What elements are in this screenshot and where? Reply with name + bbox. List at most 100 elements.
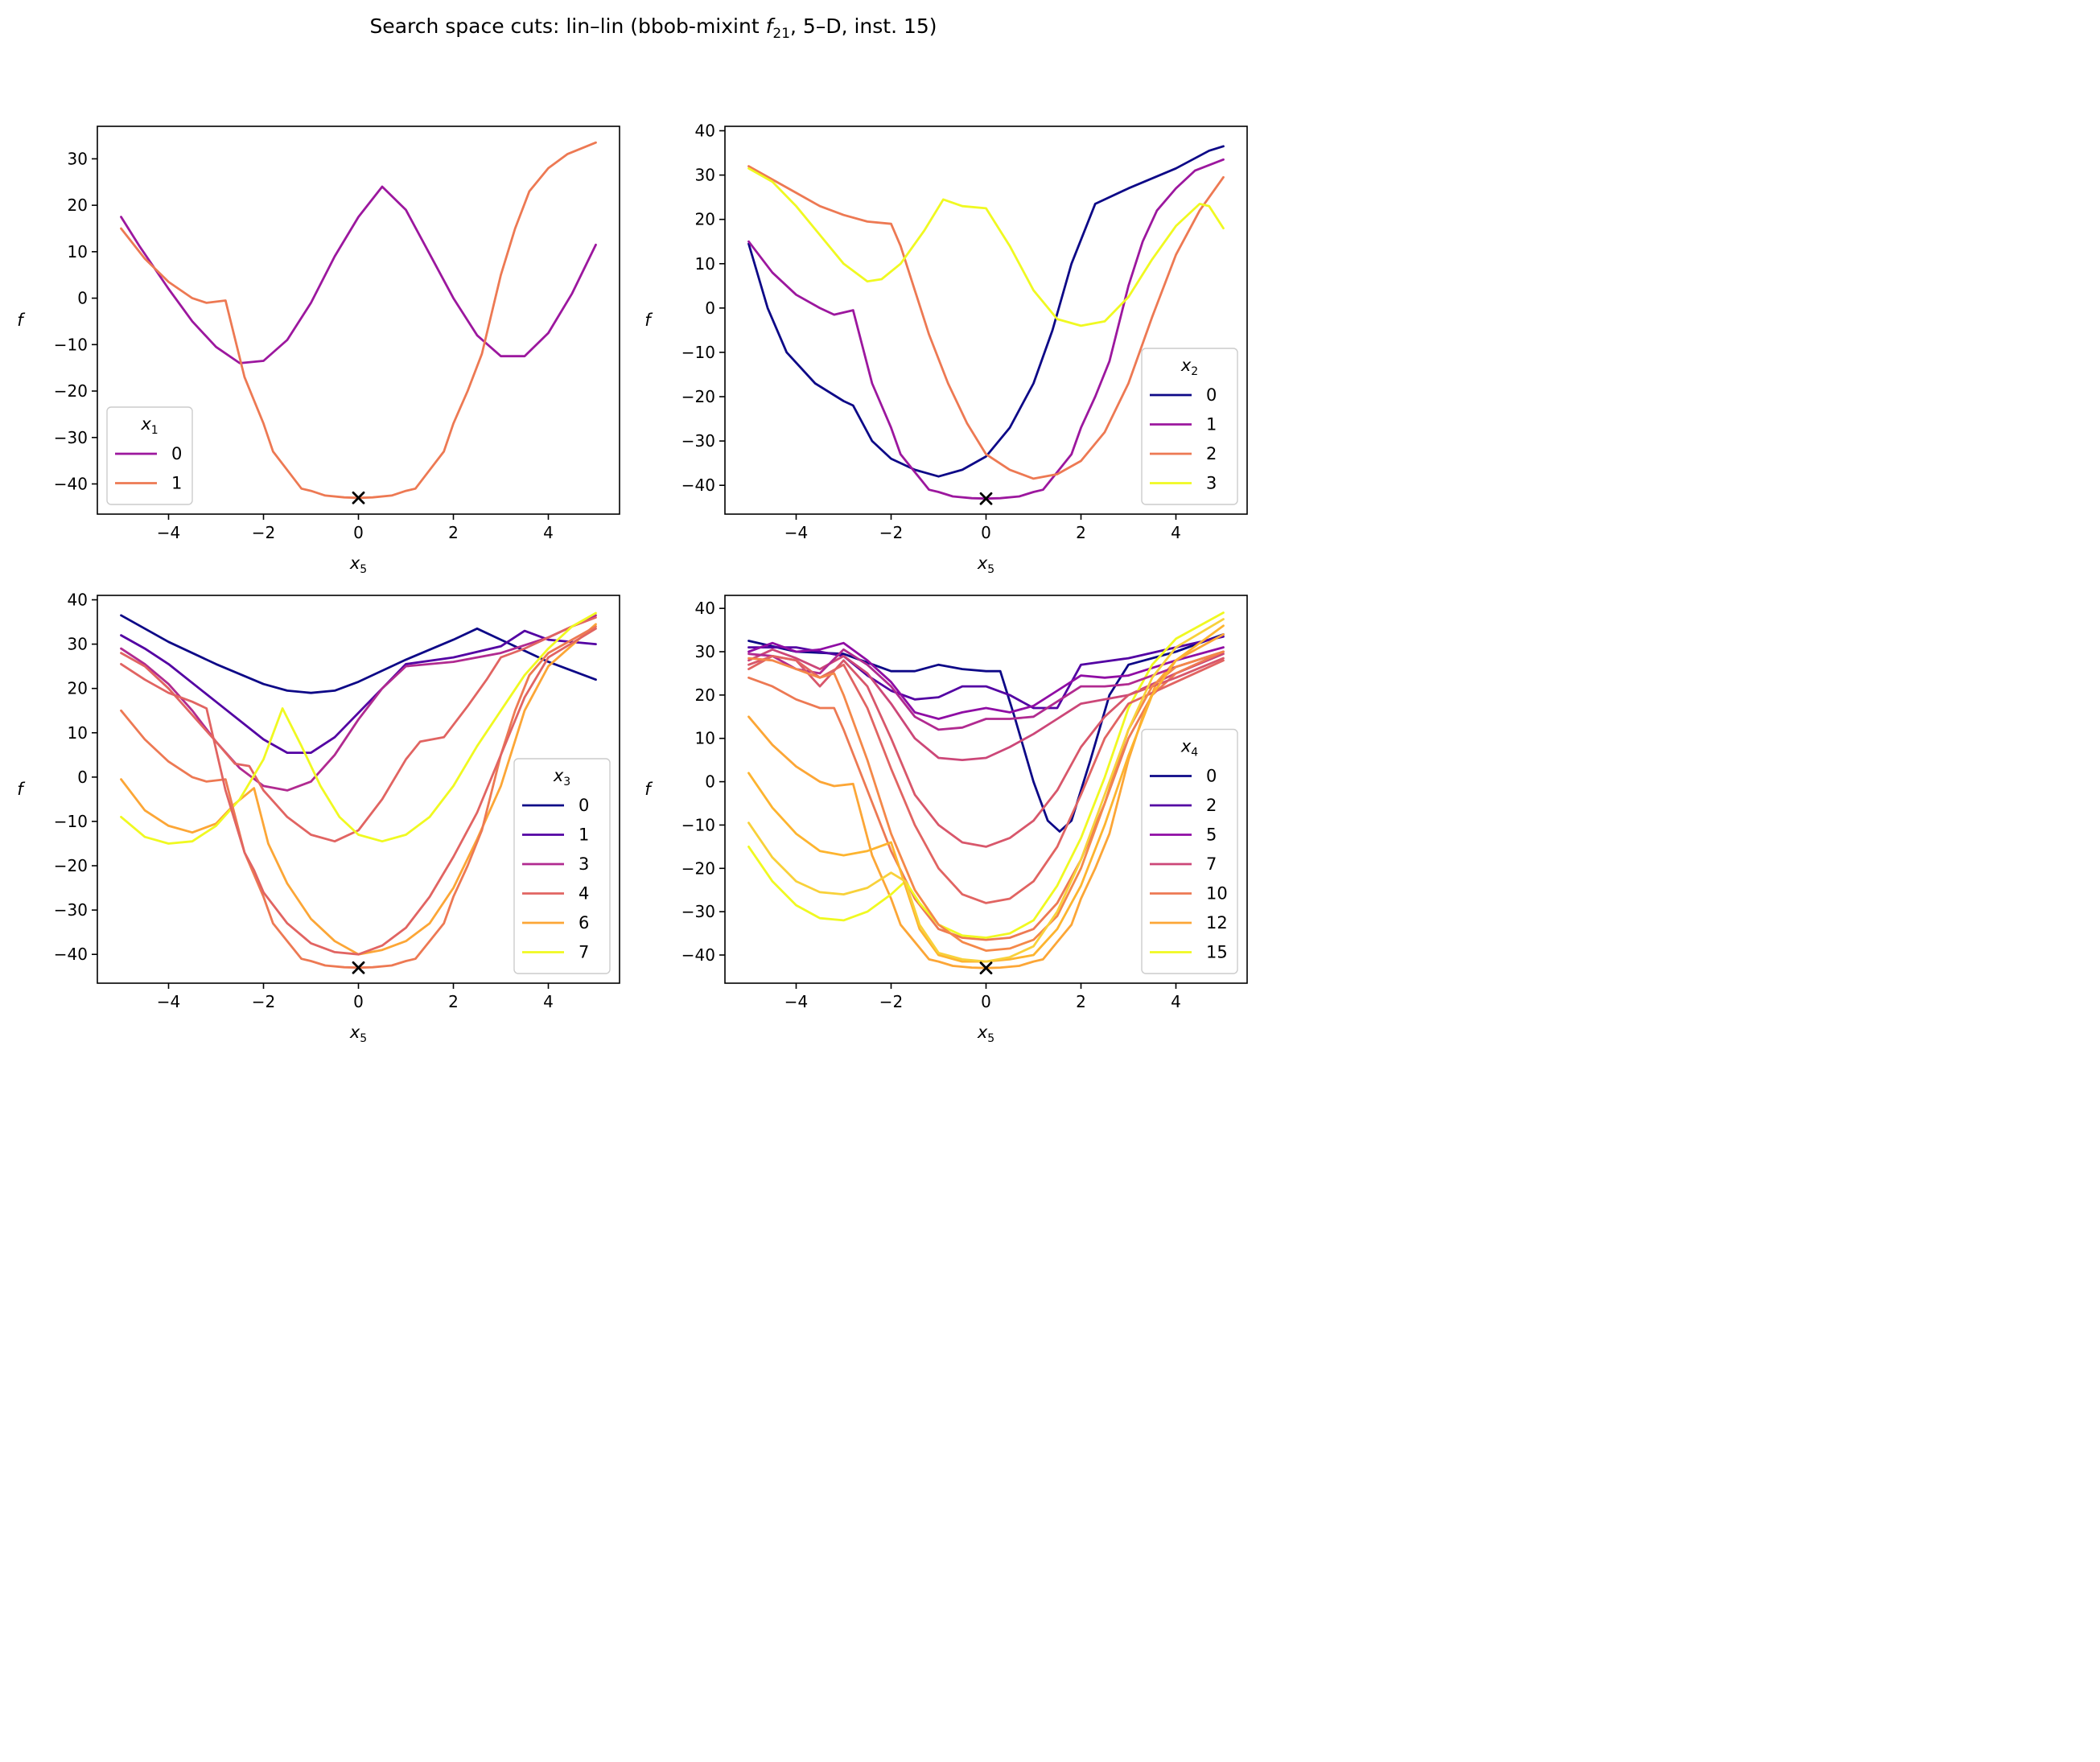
series-line-2 <box>747 635 1225 710</box>
y-tick-label: −40 <box>681 945 715 965</box>
legend: x3 0 1 3 4 6 7 <box>513 758 611 974</box>
y-axis-label: f <box>17 311 26 330</box>
y-tick-label: −40 <box>54 474 88 493</box>
legend-box <box>513 758 611 974</box>
legend-label-0: 0 <box>1206 385 1217 405</box>
y-tick-label: −10 <box>54 335 88 354</box>
series-line-3 <box>120 614 597 792</box>
legend-box <box>1141 728 1238 974</box>
x-tick-label: −4 <box>157 992 180 1011</box>
legend-title: x1 <box>140 414 158 437</box>
series-line-0 <box>120 614 597 694</box>
series-line-10 <box>747 650 1225 941</box>
x-tick-label: 0 <box>981 992 991 1011</box>
x-tick-label: −2 <box>879 992 903 1011</box>
x-tick-label: −4 <box>784 992 808 1011</box>
optimum-marker <box>352 491 365 504</box>
figure-title: Search space cuts: lin–lin (bbob-mixint … <box>369 14 937 42</box>
y-tick-label: −10 <box>54 812 88 831</box>
legend-label-1: 1 <box>1206 415 1217 434</box>
legend-box <box>1141 348 1238 505</box>
x-tick-label: −2 <box>252 992 275 1011</box>
legend-label-10: 10 <box>1206 884 1228 904</box>
series-line-0 <box>747 145 1225 478</box>
x-tick-label: −4 <box>784 523 808 542</box>
y-tick-label: −40 <box>681 475 715 495</box>
y-tick-label: 0 <box>705 298 715 318</box>
y-tick-label: −20 <box>54 856 88 875</box>
legend-label-5: 5 <box>1206 825 1217 845</box>
y-tick-label: −20 <box>681 858 715 878</box>
legend-title: x3 <box>553 766 570 788</box>
y-tick-label: 0 <box>77 289 88 308</box>
optimum-cross <box>979 492 993 505</box>
series-line-1 <box>120 629 597 754</box>
series-line-7 <box>120 611 597 845</box>
legend-label-0: 0 <box>171 444 182 463</box>
optimum-marker <box>352 961 365 974</box>
y-tick-label: −20 <box>681 387 715 406</box>
y-tick-label: −30 <box>54 428 88 447</box>
x-axis-label: x5 <box>349 554 367 576</box>
optimum-cross <box>352 491 365 504</box>
y-tick-label: −30 <box>681 431 715 451</box>
series-line-6 <box>120 623 597 956</box>
x-tick-label: 2 <box>448 992 459 1011</box>
series-line-12 <box>747 633 1225 970</box>
optimum-cross <box>979 961 993 975</box>
x-axis-label: x5 <box>977 554 994 576</box>
x-tick-label: 2 <box>1076 992 1086 1011</box>
optimum-marker <box>979 961 993 975</box>
series-group <box>120 611 597 970</box>
y-tick-label: 40 <box>68 591 88 610</box>
legend-label-2: 2 <box>1206 796 1217 815</box>
series-line-unlabeled <box>747 624 1225 963</box>
series-group <box>747 611 1225 970</box>
y-tick-label: 30 <box>68 149 88 168</box>
x-tick-label: 4 <box>543 523 554 542</box>
legend-label-0: 0 <box>579 796 589 815</box>
y-tick-label: 20 <box>695 685 715 705</box>
y-tick-label: 10 <box>695 254 715 274</box>
subplot-4: −4 −2 0 2 4−40−30−20−10010203040x5fx40257101… <box>644 595 1248 1045</box>
y-tick-label: −30 <box>54 900 88 920</box>
x-axis-label: x5 <box>977 1023 994 1045</box>
legend-label-4: 4 <box>579 884 589 904</box>
x-tick-label: 4 <box>1171 992 1181 1011</box>
y-tick-label: 30 <box>68 635 88 654</box>
legend-label-0: 0 <box>1206 767 1217 786</box>
x-tick-label: 2 <box>1076 523 1086 542</box>
y-tick-label: 30 <box>695 642 715 661</box>
x-tick-label: 4 <box>1171 523 1181 542</box>
legend-label-12: 12 <box>1206 913 1228 932</box>
x-tick-label: 0 <box>981 523 991 542</box>
series-line-4 <box>120 616 597 843</box>
legend-label-7: 7 <box>579 943 589 962</box>
y-tick-label: 0 <box>77 768 88 787</box>
y-tick-label: −20 <box>54 381 88 401</box>
legend-label-1: 1 <box>171 474 182 493</box>
series-line-unlabeled <box>747 648 1225 731</box>
series-line-unlabeled <box>747 618 1225 963</box>
legend-label-7: 7 <box>1206 854 1217 874</box>
legend-label-15: 15 <box>1206 943 1228 962</box>
series-line-7 <box>747 648 1225 761</box>
legend: x4 0 2 5 7 10 12 15 <box>1141 728 1238 974</box>
optimum-cross <box>352 961 365 974</box>
y-tick-label: 20 <box>68 196 88 215</box>
legend-label-3: 3 <box>579 854 589 874</box>
series-line-3 <box>747 167 1225 327</box>
series-line-5 <box>747 641 1225 720</box>
y-tick-label: 10 <box>68 723 88 743</box>
y-tick-label: 10 <box>695 729 715 748</box>
y-axis-label: f <box>17 780 26 799</box>
optimum-marker <box>979 492 993 505</box>
y-tick-label: −10 <box>681 343 715 362</box>
legend-label-3: 3 <box>1206 474 1217 493</box>
y-tick-label: 40 <box>695 121 715 141</box>
legend-label-1: 1 <box>579 825 589 845</box>
y-tick-label: 0 <box>705 772 715 792</box>
legend: x2 0 1 2 3 <box>1141 348 1238 505</box>
x-axis-label: x5 <box>349 1023 367 1045</box>
